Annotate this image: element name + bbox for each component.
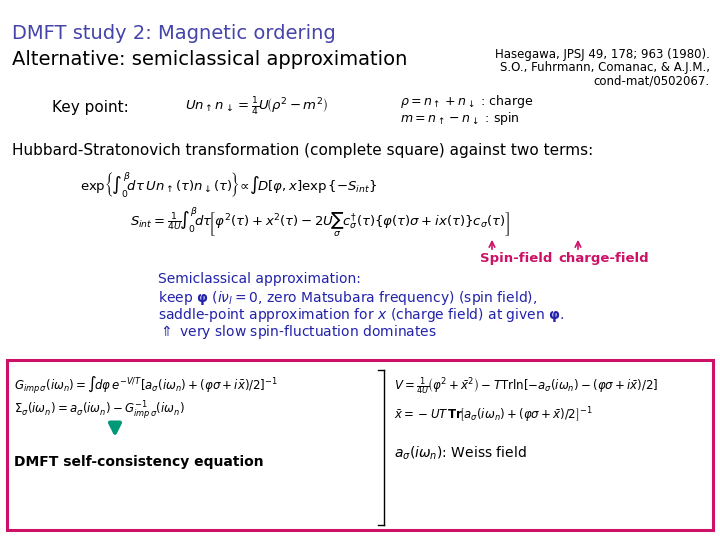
Text: Semiclassical approximation:: Semiclassical approximation: xyxy=(158,272,361,286)
Text: $\Sigma_{\sigma}(i\omega_n) = a_{\sigma}(i\omega_n) - G_{imp\,\sigma}^{-1}(i\ome: $\Sigma_{\sigma}(i\omega_n) = a_{\sigma}… xyxy=(14,400,185,422)
Text: Hasegawa, JPSJ 49, 178; 963 (1980).: Hasegawa, JPSJ 49, 178; 963 (1980). xyxy=(495,48,710,61)
Text: Hubbard-Stratonovich transformation (complete square) against two terms:: Hubbard-Stratonovich transformation (com… xyxy=(12,143,593,158)
Text: $S_{int} = \frac{1}{4U}\!\int_0^{\beta}\! d\tau\!\left[\varphi^2(\tau)+x^2(\tau): $S_{int} = \frac{1}{4U}\!\int_0^{\beta}\… xyxy=(130,205,510,239)
Text: DMFT self-consistency equation: DMFT self-consistency equation xyxy=(14,455,264,469)
Text: $V = \frac{1}{4U}\!\left(\varphi^2+\bar{x}^2\right) - T\mathrm{Tr}\ln[-a_{\sigma: $V = \frac{1}{4U}\!\left(\varphi^2+\bar{… xyxy=(394,375,658,397)
Text: $\rho = n_{\uparrow} + n_{\downarrow}$ : charge: $\rho = n_{\uparrow} + n_{\downarrow}$ :… xyxy=(400,93,534,110)
Text: cond-mat/0502067.: cond-mat/0502067. xyxy=(594,74,710,87)
Bar xyxy=(7,360,713,530)
Text: Spin-field: Spin-field xyxy=(480,252,552,265)
Text: S.O., Fuhrmann, Comanac, & A.J.M.,: S.O., Fuhrmann, Comanac, & A.J.M., xyxy=(500,61,710,74)
Text: $m = n_{\uparrow} - n_{\downarrow}$ : spin: $m = n_{\uparrow} - n_{\downarrow}$ : sp… xyxy=(400,110,520,127)
Text: charge-field: charge-field xyxy=(558,252,649,265)
Text: $\exp\!\left\{\!\int_0^{\beta}\! d\tau\, Un_{\uparrow}(\tau)n_{\downarrow}(\tau): $\exp\!\left\{\!\int_0^{\beta}\! d\tau\,… xyxy=(80,170,377,199)
Text: DMFT study 2: Magnetic ordering: DMFT study 2: Magnetic ordering xyxy=(12,24,336,43)
Text: Key point:: Key point: xyxy=(52,100,129,115)
Text: $Un_{\uparrow}n_{\downarrow} = \frac{1}{4}U\!\left(\rho^2 - m^2\right)$: $Un_{\uparrow}n_{\downarrow} = \frac{1}{… xyxy=(185,96,328,118)
Text: $\Uparrow$ very slow spin-fluctuation dominates: $\Uparrow$ very slow spin-fluctuation do… xyxy=(158,323,437,341)
Text: saddle-point approximation for $x$ (charge field) at given $\boldsymbol{\varphi}: saddle-point approximation for $x$ (char… xyxy=(158,306,564,324)
Text: $\bar{x} = -UT\,\mathbf{Tr}\!\left[a_{\sigma}(i\omega_n)+(\varphi\sigma+\bar{x}): $\bar{x} = -UT\,\mathbf{Tr}\!\left[a_{\s… xyxy=(394,405,593,424)
Text: Alternative: semiclassical approximation: Alternative: semiclassical approximation xyxy=(12,50,408,69)
Text: keep $\boldsymbol{\varphi}$ $(i\nu_l{=}0$, zero Matsubara frequency) (spin field: keep $\boldsymbol{\varphi}$ $(i\nu_l{=}0… xyxy=(158,289,537,307)
Text: $a_{\sigma}(i\omega_n)$: Weiss field: $a_{\sigma}(i\omega_n)$: Weiss field xyxy=(394,445,526,462)
Text: $G_{imp\,\sigma}(i\omega_n) = \int\! d\varphi\, e^{-V/T}[a_{\sigma}(i\omega_n)+(: $G_{imp\,\sigma}(i\omega_n) = \int\! d\v… xyxy=(14,375,278,396)
